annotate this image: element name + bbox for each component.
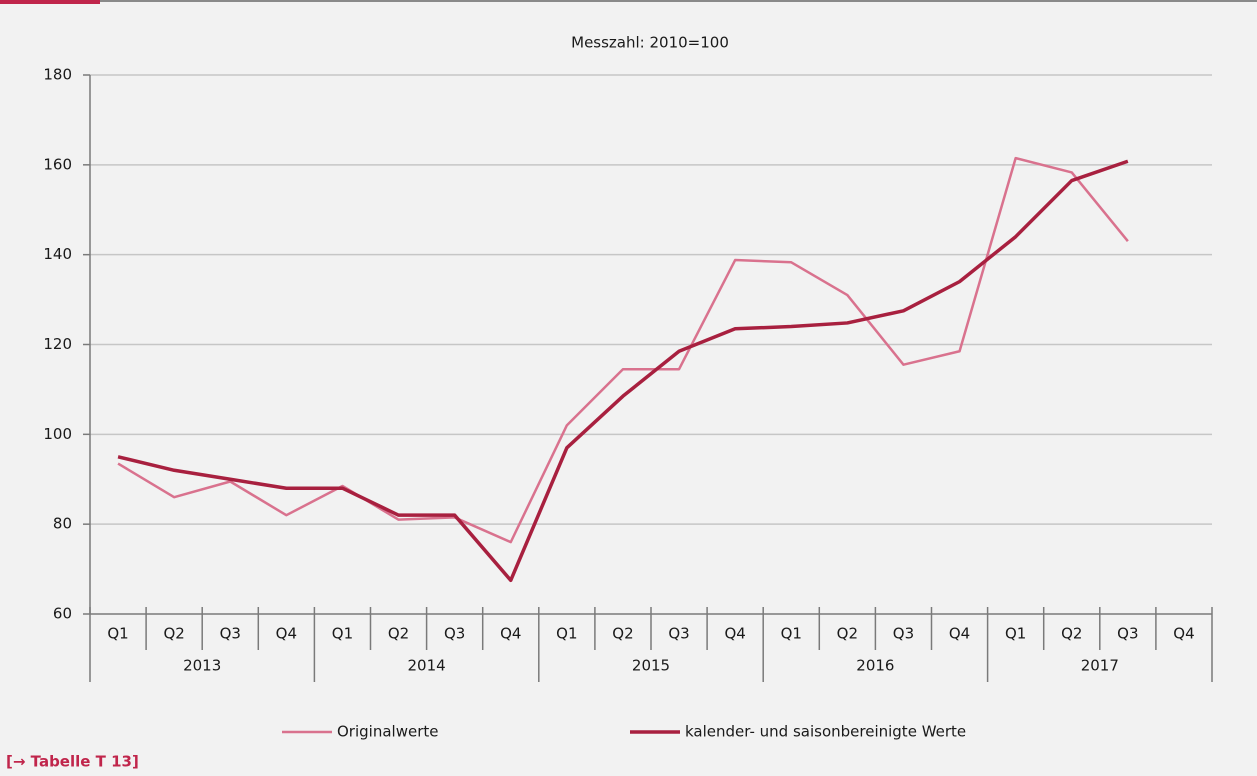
y-tick-label: 140	[43, 245, 72, 263]
x-tick-label: Q4	[500, 625, 521, 643]
x-tick-label: Q2	[837, 625, 858, 643]
y-tick-label: 160	[43, 155, 72, 173]
x-group-label: 2017	[1081, 657, 1119, 675]
x-tick-label: Q3	[1117, 625, 1138, 643]
x-tick-label: Q1	[1005, 625, 1026, 643]
series-line	[117, 156, 1129, 544]
y-tick-label: 60	[53, 605, 72, 623]
x-tick-label: Q3	[220, 625, 241, 643]
x-tick-label: Q2	[388, 625, 409, 643]
table-link[interactable]: [→ Tabelle T 13]	[6, 753, 139, 771]
x-tick-label: Q1	[107, 625, 128, 643]
y-tick-label: 180	[43, 66, 72, 84]
top-accent	[0, 0, 100, 4]
series-line	[117, 159, 1129, 583]
x-tick-label: Q1	[556, 625, 577, 643]
x-group-label: 2014	[408, 657, 446, 675]
x-tick-label: Q2	[1061, 625, 1082, 643]
x-tick-label: Q3	[668, 625, 689, 643]
legend-label: Originalwerte	[337, 723, 438, 741]
x-tick-label: Q3	[893, 625, 914, 643]
y-tick-label: 100	[43, 425, 72, 443]
x-tick-label: Q4	[724, 625, 745, 643]
x-tick-label: Q1	[781, 625, 802, 643]
y-tick-label: 80	[53, 515, 72, 533]
y-tick-label: 120	[43, 335, 72, 353]
x-tick-label: Q4	[949, 625, 970, 643]
x-tick-label: Q4	[276, 625, 297, 643]
x-tick-label: Q2	[163, 625, 184, 643]
x-tick-label: Q2	[612, 625, 633, 643]
x-tick-label: Q1	[332, 625, 353, 643]
x-group-label: 2015	[632, 657, 670, 675]
x-group-label: 2013	[183, 657, 221, 675]
top-rule	[0, 0, 1257, 2]
x-group-label: 2016	[856, 657, 894, 675]
x-tick-label: Q4	[1173, 625, 1194, 643]
x-tick-label: Q3	[444, 625, 465, 643]
chart-title: Messzahl: 2010=100	[571, 34, 729, 52]
legend-label: kalender- und saisonbereinigte Werte	[685, 723, 966, 741]
